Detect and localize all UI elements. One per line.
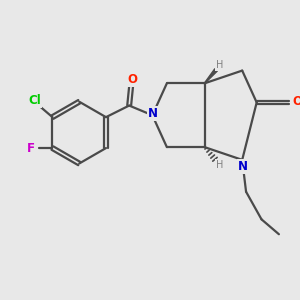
Text: H: H xyxy=(216,60,224,70)
Text: O: O xyxy=(292,95,300,108)
Polygon shape xyxy=(204,69,218,83)
Text: F: F xyxy=(27,142,35,154)
Text: N: N xyxy=(148,107,158,120)
Text: H: H xyxy=(216,160,224,170)
Text: N: N xyxy=(238,160,248,173)
Text: O: O xyxy=(127,73,137,86)
Text: Cl: Cl xyxy=(29,94,41,107)
